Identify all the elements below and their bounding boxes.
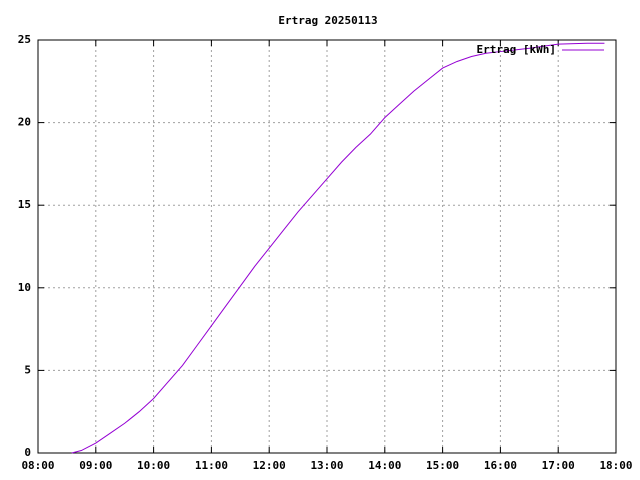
x-tick-label: 15:00 [426, 459, 459, 472]
x-tick-label: 17:00 [542, 459, 575, 472]
x-tick-label: 16:00 [484, 459, 517, 472]
chart-title: Ertrag 20250113 [278, 14, 377, 27]
y-tick-label: 10 [18, 281, 31, 294]
x-tick-label: 10:00 [137, 459, 170, 472]
x-tick-label: 13:00 [310, 459, 343, 472]
y-tick-label: 15 [18, 198, 31, 211]
plot-frame [37, 39, 617, 454]
x-tick-label: 14:00 [368, 459, 401, 472]
x-tick-label: 09:00 [79, 459, 112, 472]
x-tick-label: 12:00 [253, 459, 286, 472]
y-tick-label: 5 [24, 363, 31, 376]
legend-label: Ertrag [kWh] [477, 43, 556, 56]
x-tick-label: 11:00 [195, 459, 228, 472]
x-tick-label: 08:00 [21, 459, 54, 472]
y-tick-label: 0 [24, 446, 31, 459]
y-tick-label: 20 [18, 116, 31, 129]
data-line [71, 42, 605, 454]
x-tick-label: 18:00 [599, 459, 632, 472]
y-tick-label: 25 [18, 33, 31, 46]
